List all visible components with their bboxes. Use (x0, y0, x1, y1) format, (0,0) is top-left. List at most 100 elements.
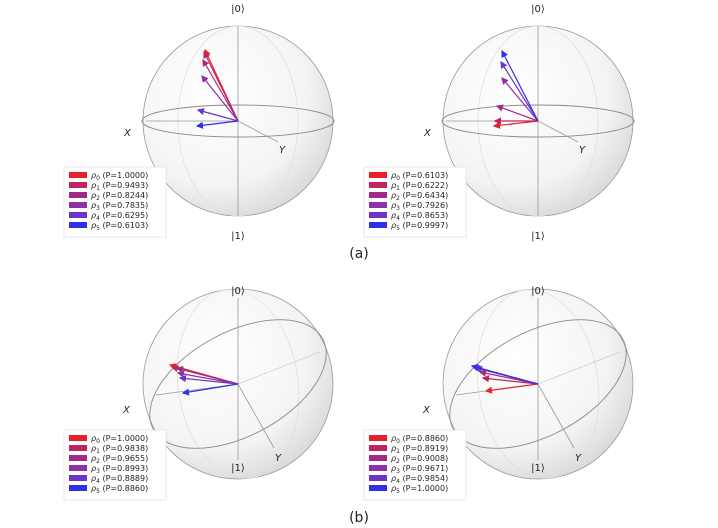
state-vector-rho1 (481, 375, 539, 385)
x-axis-far (237, 351, 321, 385)
legend: ρ0 (P=0.6103) ρ1 (P=0.6222) ρ2 (P=0.6434… (363, 166, 467, 238)
legend: ρ0 (P=0.8860) ρ1 (P=0.8919) ρ2 (P=0.9008… (363, 429, 467, 501)
legend-swatch-rho5 (69, 485, 87, 491)
state-vector-rho3 (176, 370, 239, 385)
state-vector-rho5 (470, 364, 539, 385)
legend-label-rho0: ρ0 (P=1.0000) (91, 434, 148, 445)
y-axis-label: Y (279, 145, 286, 156)
legend-swatch-rho0 (69, 172, 87, 178)
legend-label-rho1: ρ1 (P=0.6222) (391, 181, 448, 192)
legend-swatch-rho1 (69, 182, 87, 188)
legend-swatch-rho0 (369, 172, 387, 178)
legend-swatch-rho3 (69, 202, 87, 208)
legend-swatch-rho0 (369, 435, 387, 441)
state-vector-rho2 (202, 58, 239, 122)
y-axis-label: Y (579, 145, 586, 156)
legend-label-rho2: ρ2 (P=0.9008) (391, 454, 448, 465)
legend: ρ0 (P=1.0000) ρ1 (P=0.9493) ρ2 (P=0.8244… (63, 166, 167, 238)
bloch-sphere-b-right: |0⟩ |1⟩ X Y ρ0 (P=0.8860) ρ1 (P=0.8919) … (363, 286, 634, 501)
state-vector-rho1 (203, 50, 239, 122)
state-vectors (195, 48, 239, 129)
legend-swatch-rho1 (369, 182, 387, 188)
state-vector-rho3 (501, 77, 539, 122)
caption-a: (a) (349, 246, 369, 262)
legend-swatch-rho5 (369, 485, 387, 491)
sphere-equator (449, 319, 627, 449)
x-axis-label: X (123, 128, 132, 139)
legend-swatch-rho4 (369, 475, 387, 481)
legend-swatch-rho3 (369, 465, 387, 471)
state-vector-rho4 (500, 60, 539, 122)
legend-swatch-rho4 (369, 212, 387, 218)
legend-label-rho1: ρ1 (P=0.8919) (391, 444, 448, 455)
x-axis-label: X (423, 128, 432, 139)
legend-swatch-rho5 (69, 222, 87, 228)
state-vector-rho0 (484, 383, 539, 394)
legend-swatch-rho3 (369, 202, 387, 208)
legend-label-rho5: ρ5 (P=0.9997) (391, 221, 448, 232)
legend-label-rho2: ρ2 (P=0.6434) (391, 191, 448, 202)
caption-b: (b) (349, 510, 369, 526)
bloch-sphere-b-left: |0⟩ |1⟩ X Y ρ0 (P=1.0000) ρ1 (P=0.9838) … (63, 286, 334, 501)
legend: ρ0 (P=1.0000) ρ1 (P=0.9838) ρ2 (P=0.9655… (63, 429, 167, 501)
state-vector-rho2 (495, 104, 539, 122)
state-vector-rho5 (181, 383, 239, 396)
state-vector-rho4 (178, 375, 239, 385)
sphere-equator (149, 319, 327, 449)
legend-label-rho2: ρ2 (P=0.8244) (91, 191, 148, 202)
state-vectors (168, 363, 239, 396)
y-axis (537, 120, 579, 143)
legend-label-rho3: ρ3 (P=0.9671) (391, 464, 448, 475)
x-axis-label: X (122, 405, 131, 416)
south-pole-label: |1⟩ (231, 231, 245, 242)
state-vector-rho2 (175, 366, 239, 385)
y-axis (537, 383, 575, 449)
legend-swatch-rho4 (69, 212, 87, 218)
legend-label-rho5: ρ5 (P=0.8860) (91, 484, 148, 495)
legend-label-rho5: ρ5 (P=0.6103) (91, 221, 148, 232)
y-axis (237, 383, 275, 449)
state-vector-rho0 (492, 120, 539, 129)
north-pole-label: |0⟩ (231, 286, 245, 297)
legend-label-rho1: ρ1 (P=0.9838) (91, 444, 148, 455)
x-axis-far (537, 351, 621, 385)
legend-label-rho0: ρ0 (P=1.0000) (91, 171, 148, 182)
y-axis-label: Y (575, 453, 582, 464)
legend-label-rho4: ρ4 (P=0.9854) (391, 474, 448, 485)
y-axis (237, 120, 279, 143)
legend-swatch-rho5 (369, 222, 387, 228)
state-vectors (470, 364, 539, 394)
state-vector-rho5 (501, 49, 539, 122)
state-vectors (492, 49, 539, 129)
legend-label-rho2: ρ2 (P=0.9655) (91, 454, 148, 465)
north-pole-label: |0⟩ (531, 286, 545, 297)
legend-swatch-rho2 (69, 455, 87, 461)
legend-label-rho4: ρ4 (P=0.6295) (91, 211, 148, 222)
north-pole-label: |0⟩ (531, 4, 545, 15)
state-vector-rho5 (195, 120, 239, 129)
legend-swatch-rho1 (69, 445, 87, 451)
legend-label-rho3: ρ3 (P=0.8993) (91, 464, 148, 475)
legend-swatch-rho2 (369, 455, 387, 461)
legend-swatch-rho0 (69, 435, 87, 441)
legend-label-rho4: ρ4 (P=0.8889) (91, 474, 148, 485)
legend-label-rho3: ρ3 (P=0.7926) (391, 201, 448, 212)
south-pole-label: |1⟩ (531, 231, 545, 242)
x-axis-label: X (422, 405, 431, 416)
legend-label-rho0: ρ0 (P=0.8860) (391, 434, 448, 445)
legend-swatch-rho2 (369, 192, 387, 198)
bloch-sphere-a-right: |0⟩ |1⟩ X Y ρ0 (P=0.6103) ρ1 (P=0.6222) … (363, 4, 635, 242)
south-pole-label: |1⟩ (231, 463, 245, 474)
south-pole-label: |1⟩ (531, 463, 545, 474)
y-axis-label: Y (275, 453, 282, 464)
legend-swatch-rho2 (69, 192, 87, 198)
state-vector-rho3 (201, 75, 239, 122)
legend-label-rho1: ρ1 (P=0.9493) (91, 181, 148, 192)
legend-swatch-rho3 (69, 465, 87, 471)
north-pole-label: |0⟩ (231, 4, 245, 15)
legend-label-rho0: ρ0 (P=0.6103) (391, 171, 448, 182)
legend-label-rho3: ρ3 (P=0.7835) (91, 201, 148, 212)
legend-label-rho4: ρ4 (P=0.8653) (391, 211, 448, 222)
legend-swatch-rho1 (369, 445, 387, 451)
